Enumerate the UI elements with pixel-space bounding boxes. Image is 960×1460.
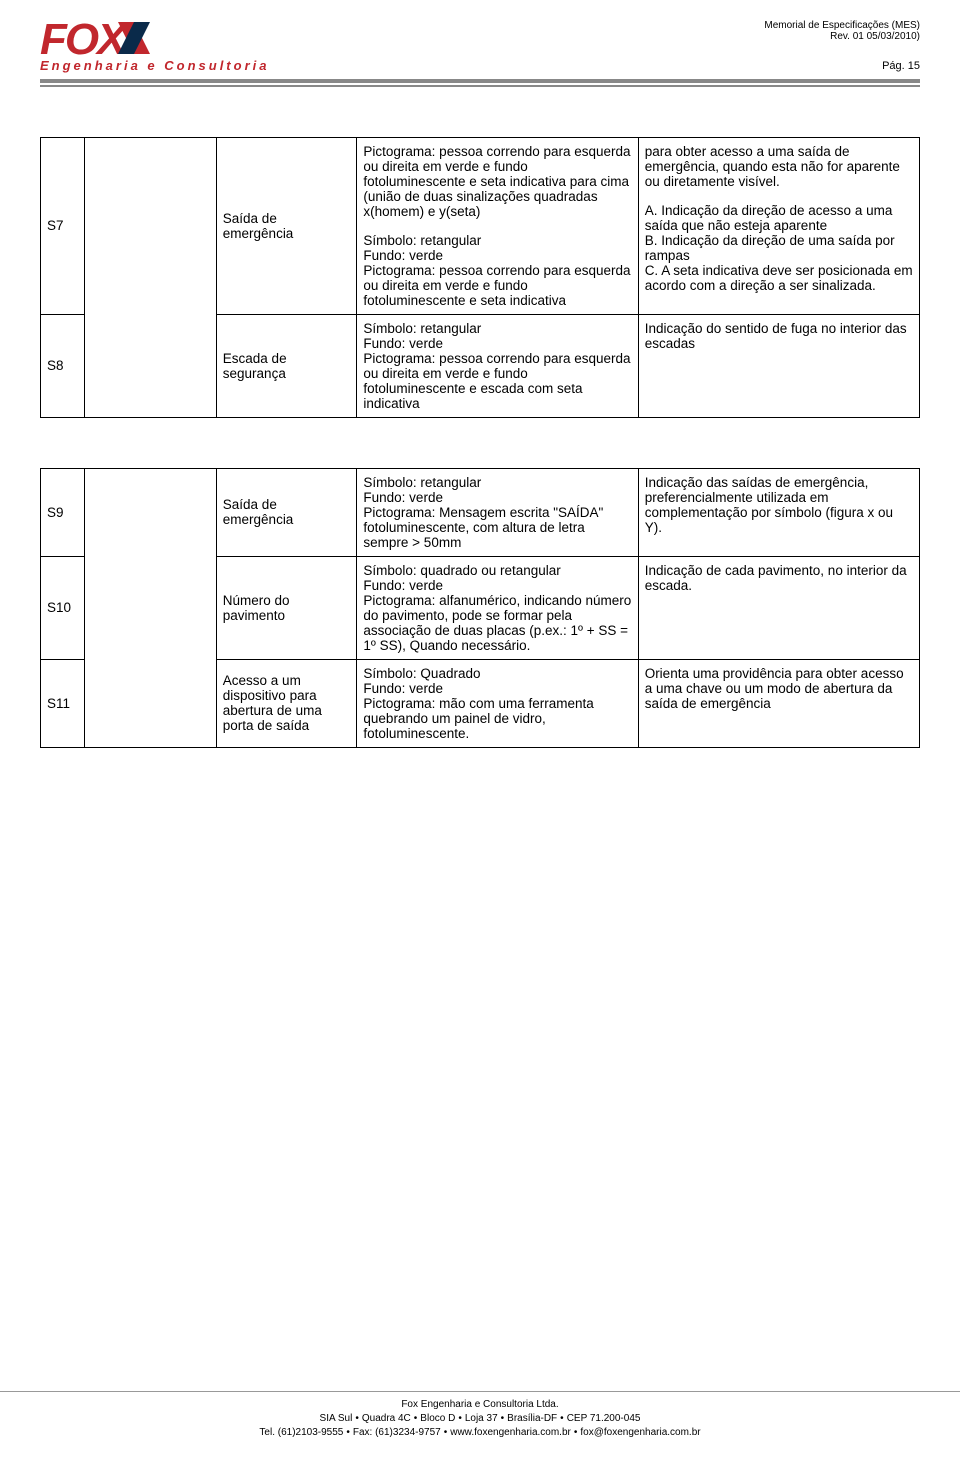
cell-code: S7 <box>41 137 85 314</box>
cell-application: Indicação do sentido de fuga no interior… <box>638 314 919 417</box>
footer-contact: Tel. (61)2103-9555•Fax: (61)3234-9757•ww… <box>0 1426 960 1440</box>
cell-image <box>84 468 216 747</box>
table-row: S9 Saída de emergência Símbolo: retangul… <box>41 468 920 556</box>
footer-part: Bloco D <box>420 1413 455 1424</box>
cell-code: S9 <box>41 468 85 556</box>
header-meta: Memorial de Especificações (MES) Rev. 01… <box>764 20 920 72</box>
page-footer: Fox Engenharia e Consultoria Ltda. SIA S… <box>0 1391 960 1440</box>
cell-application: Indicação das saídas de emergência, pref… <box>638 468 919 556</box>
cell-code: S8 <box>41 314 85 417</box>
footer-part: fox@foxengenharia.com.br <box>580 1427 700 1438</box>
footer-company: Fox Engenharia e Consultoria Ltda. <box>0 1398 960 1412</box>
cell-description: Símbolo: retangular Fundo: verde Pictogr… <box>357 314 638 417</box>
footer-part: Loja 37 <box>465 1413 498 1424</box>
cell-description: Símbolo: quadrado ou retangular Fundo: v… <box>357 556 638 659</box>
doc-title: Memorial de Especificações (MES) <box>764 20 920 31</box>
footer-part: SIA Sul <box>320 1413 353 1424</box>
table-row: S7 Saída de emergência Pictograma: pesso… <box>41 137 920 314</box>
doc-revision: Rev. 01 05/03/2010) <box>764 31 920 42</box>
cell-name: Saída de emergência <box>216 137 357 314</box>
logo-text: FOX <box>40 20 124 60</box>
logo-tagline: Engenharia e Consultoria <box>40 58 269 73</box>
cell-application: Orienta uma providência para obter acess… <box>638 659 919 747</box>
app-para-bottom: A. Indicação da direção de acesso a uma … <box>645 203 913 293</box>
header-rule-thick <box>40 79 920 83</box>
page-header: FOX Engenharia e Consultoria Memorial de… <box>40 20 920 73</box>
cell-description: Símbolo: Quadrado Fundo: verde Pictogram… <box>357 659 638 747</box>
cell-name: Escada de segurança <box>216 314 357 417</box>
cell-image <box>84 137 216 417</box>
cell-name: Número do pavimento <box>216 556 357 659</box>
cell-code: S10 <box>41 556 85 659</box>
footer-part: Tel. (61)2103-9555 <box>259 1427 343 1438</box>
footer-part: Quadra 4C <box>362 1413 411 1424</box>
table-spacer <box>40 418 920 468</box>
header-rule-thin <box>40 85 920 87</box>
app-para-top: para obter acesso a uma saída de emergên… <box>645 144 913 189</box>
cell-description: Pictograma: pessoa correndo para esquerd… <box>357 137 638 314</box>
desc-para-top: Pictograma: pessoa correndo para esquerd… <box>363 144 631 219</box>
page-number: Pág. 15 <box>764 60 920 72</box>
footer-address: SIA Sul•Quadra 4C•Bloco D•Loja 37•Brasíl… <box>0 1412 960 1426</box>
cell-description: Símbolo: retangular Fundo: verde Pictogr… <box>357 468 638 556</box>
cell-name: Acesso a um dispositivo para abertura de… <box>216 659 357 747</box>
logo: FOX <box>40 20 269 60</box>
cell-code: S11 <box>41 659 85 747</box>
footer-part: Fax: (61)3234-9757 <box>353 1427 441 1438</box>
cell-name: Saída de emergência <box>216 468 357 556</box>
footer-part: CEP 71.200-045 <box>567 1413 641 1424</box>
footer-part: www.foxengenharia.com.br <box>450 1427 571 1438</box>
spec-table-2: S9 Saída de emergência Símbolo: retangul… <box>40 468 920 748</box>
desc-para-bottom: Símbolo: retangular Fundo: verde Pictogr… <box>363 233 631 308</box>
cell-application: Indicação de cada pavimento, no interior… <box>638 556 919 659</box>
logo-mark-icon <box>118 22 150 54</box>
spec-table-1: S7 Saída de emergência Pictograma: pesso… <box>40 137 920 418</box>
logo-area: FOX Engenharia e Consultoria <box>40 20 269 73</box>
cell-application: para obter acesso a uma saída de emergên… <box>638 137 919 314</box>
footer-part: Brasília-DF <box>507 1413 557 1424</box>
